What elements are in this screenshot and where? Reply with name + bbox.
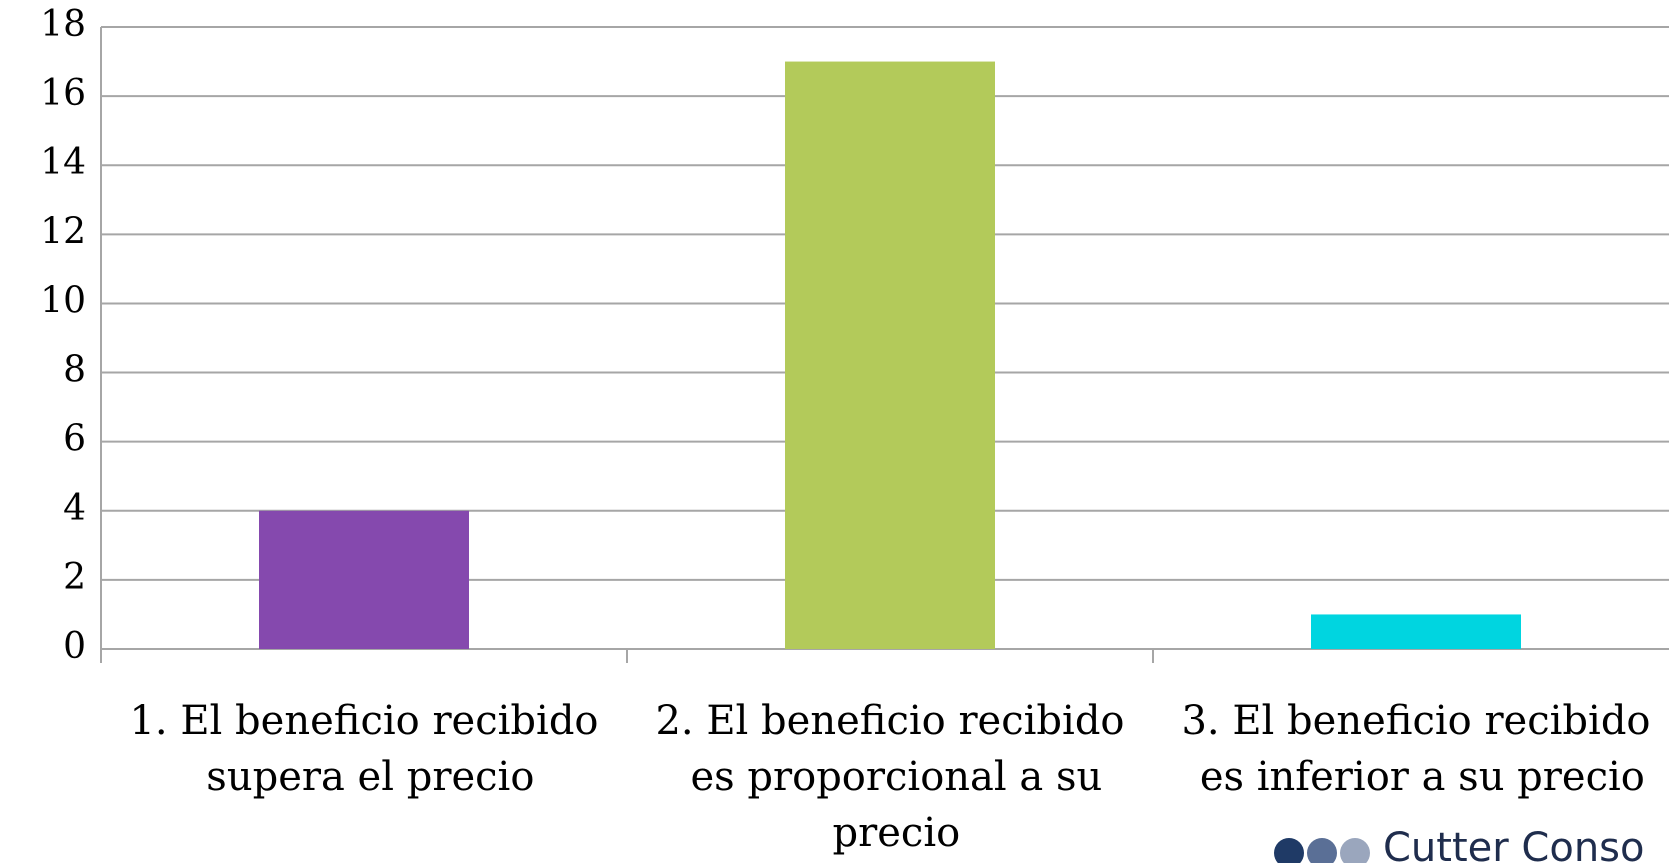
y-tick-label: 6 bbox=[63, 419, 86, 460]
x-tick-label: 1. El beneficio recibido supera el preci… bbox=[129, 698, 598, 800]
bar bbox=[1311, 614, 1521, 649]
bar bbox=[785, 61, 995, 650]
y-tick-label: 16 bbox=[40, 73, 86, 114]
y-tick-label: 8 bbox=[63, 350, 86, 391]
y-tick-label: 12 bbox=[40, 211, 86, 252]
logo-dot bbox=[1274, 838, 1304, 863]
y-tick-label: 14 bbox=[40, 142, 86, 183]
x-tick-label: 2. El beneficio recibido es proporcional… bbox=[655, 698, 1124, 856]
bar bbox=[259, 510, 469, 649]
y-tick-label: 0 bbox=[63, 626, 86, 667]
logo-dot bbox=[1307, 838, 1337, 863]
logo-text: Cutter Conso bbox=[1383, 825, 1644, 863]
y-tick-label: 4 bbox=[63, 488, 86, 529]
y-tick-label: 10 bbox=[40, 280, 86, 321]
y-tick-label: 2 bbox=[63, 557, 86, 598]
y-tick-label: 18 bbox=[40, 4, 86, 45]
logo-dot bbox=[1340, 838, 1370, 863]
x-tick-label: 3. El beneficio recibido es inferior a s… bbox=[1181, 698, 1650, 800]
